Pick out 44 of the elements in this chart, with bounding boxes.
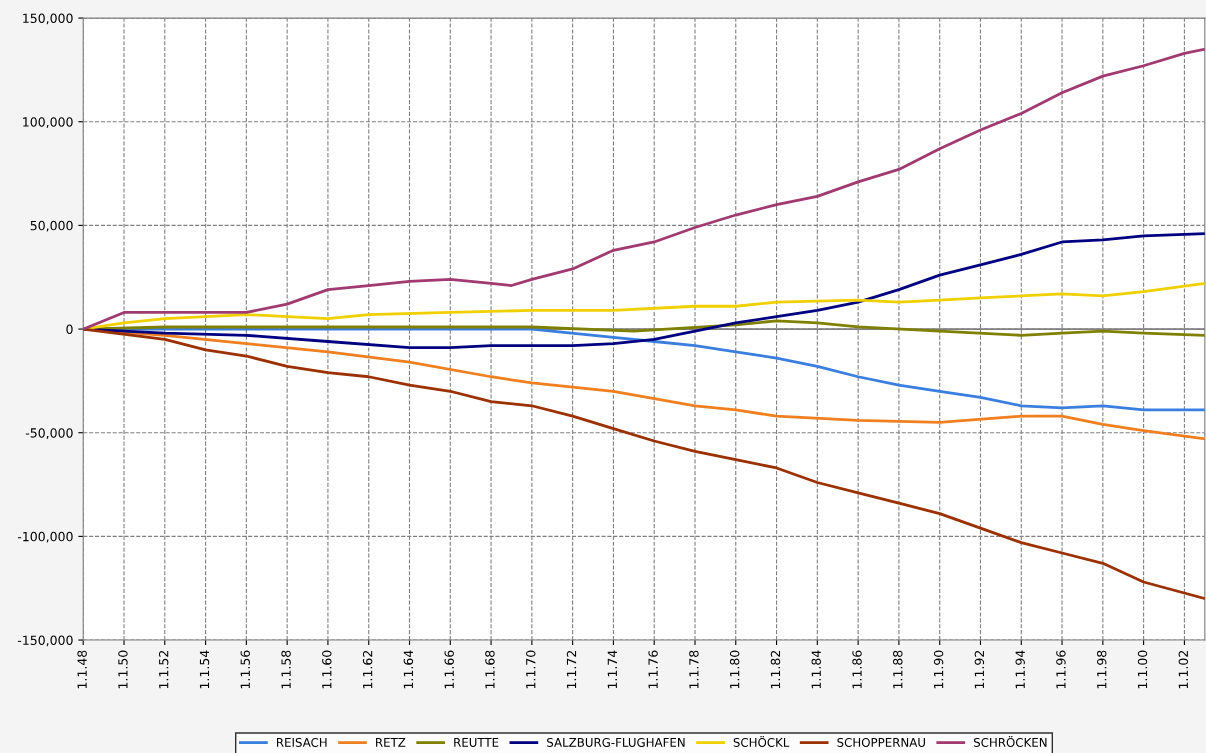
y-tick-label: -50,000	[25, 428, 73, 439]
x-tick-label: 1.1.56	[240, 650, 250, 689]
x-tick-label: 1.1.86	[852, 650, 862, 689]
x-tick-label: 1.1.62	[362, 651, 373, 689]
legend-label: SALZBURG-FLUGHAFEN	[547, 737, 685, 747]
x-tick-label: 1.1.72	[566, 651, 577, 689]
y-tick-label: 150,000	[23, 13, 73, 25]
x-tick-label: 1.1.00	[1137, 650, 1148, 689]
legend-label: SCHRÖCKEN	[973, 735, 1047, 747]
x-tick-label: 1.1.74	[607, 650, 617, 689]
legend-label: RETZ	[376, 738, 406, 747]
y-tick-label: 0	[66, 324, 73, 334]
legend-label: REUTTE	[454, 738, 499, 747]
x-tick-label: 1.1.88	[893, 650, 903, 689]
legend-label: REISACH	[277, 737, 327, 747]
y-tick-label: 100,000	[23, 117, 73, 128]
line-series	[83, 327, 1205, 600]
x-tick-label: 1.1.92	[974, 651, 985, 689]
x-tick-label: 1.1.54	[199, 650, 210, 689]
x-tick-label: 1.1.80	[729, 650, 740, 689]
x-tick-label: 1.1.02	[1178, 651, 1189, 689]
x-tick-label: 1.1.78	[689, 650, 699, 689]
x-tick-label: 1.1.60	[322, 650, 332, 689]
y-tick-label: -150,000	[17, 635, 73, 647]
legend-label: SCHOPPERNAU	[837, 737, 925, 747]
x-tick-label: 1.1.52	[158, 651, 169, 689]
legend-label: SCHÖCKL	[733, 735, 790, 747]
x-tick-label: 1.1.50	[118, 650, 128, 689]
x-tick-label: 1.1.48	[77, 650, 87, 689]
line-series	[83, 47, 1205, 331]
x-tick-label: 1.1.68	[485, 650, 495, 689]
x-tick-label: 1.1.84	[811, 650, 821, 689]
x-tick-label: 1.1.94	[1015, 650, 1025, 689]
x-tick-label: 1.1.82	[770, 651, 781, 689]
x-tick-label: 1.1.98	[1097, 650, 1107, 689]
x-tick-label: 1.1.76	[648, 650, 658, 689]
y-tick-label: -100,000	[17, 531, 73, 543]
x-tick-label: 1.1.64	[403, 650, 414, 689]
x-tick-label: 1.1.66	[444, 650, 454, 689]
y-tick-label: 50,000	[30, 220, 73, 232]
x-tick-label: 1.1.90	[933, 650, 944, 689]
x-tick-label: 1.1.70	[526, 650, 536, 689]
x-tick-label: 1.1.58	[281, 650, 291, 689]
x-tick-label: 1.1.96	[1056, 650, 1066, 689]
